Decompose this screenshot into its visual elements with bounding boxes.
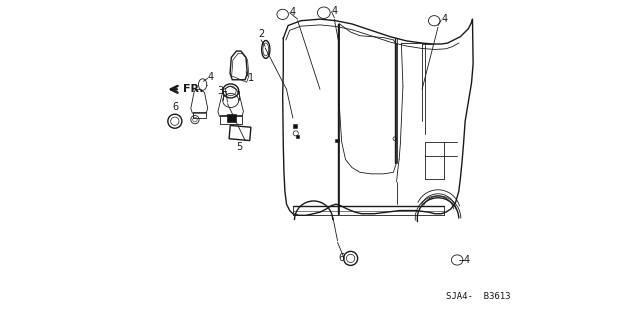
Bar xyxy=(220,115,242,124)
Text: 6: 6 xyxy=(338,253,344,263)
Text: 2: 2 xyxy=(258,29,264,39)
Text: FR.: FR. xyxy=(183,84,204,94)
Text: 6: 6 xyxy=(173,102,179,112)
Bar xyxy=(293,124,297,128)
Bar xyxy=(227,114,236,122)
Bar xyxy=(229,125,251,141)
Text: 3: 3 xyxy=(217,86,223,96)
Text: 4: 4 xyxy=(208,72,214,82)
Bar xyxy=(193,112,206,118)
Text: 1: 1 xyxy=(248,73,254,83)
Bar xyxy=(335,139,339,142)
Text: 4: 4 xyxy=(441,14,447,24)
Text: SJA4-  B3613: SJA4- B3613 xyxy=(446,293,511,301)
Bar xyxy=(296,135,299,138)
Text: 5: 5 xyxy=(237,142,243,152)
Text: 4: 4 xyxy=(332,6,338,16)
Text: 4: 4 xyxy=(463,255,470,265)
Text: 4: 4 xyxy=(290,7,296,17)
